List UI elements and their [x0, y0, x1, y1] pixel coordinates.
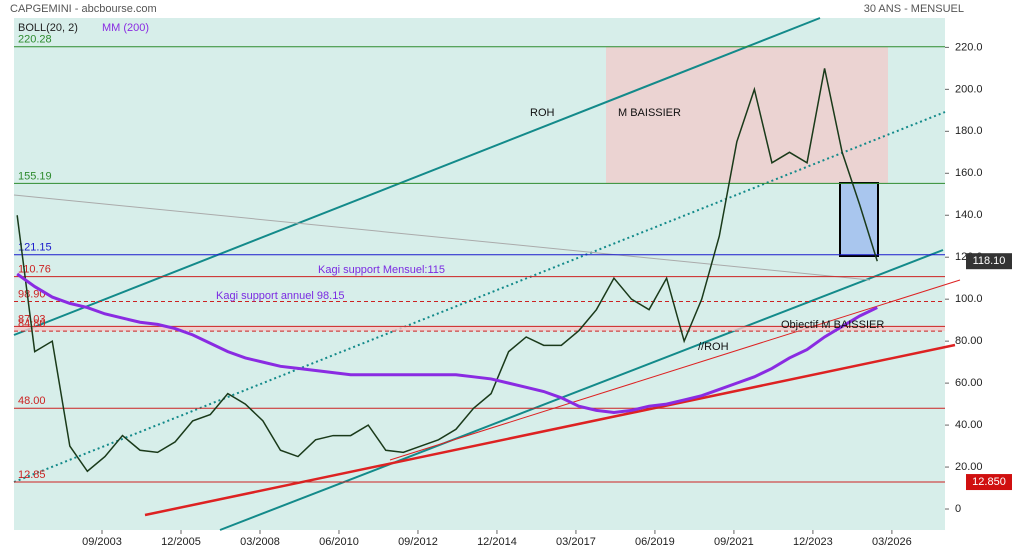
annotation: Kagi support annuel 98.15 [216, 290, 344, 302]
y-tick-label: 0 [955, 503, 961, 515]
annotation: Kagi support Mensuel:115 [318, 264, 445, 276]
price-box [966, 253, 1012, 270]
annotation: Objectif M BAISSIER [781, 319, 884, 331]
price-box [966, 474, 1012, 491]
channel-bottom [219, 249, 944, 531]
x-tick-label: 09/2021 [714, 536, 754, 548]
y-tick-label: 200.0 [955, 83, 983, 95]
price-box-label: 118.10 [973, 255, 1006, 267]
x-tick-label: 06/2019 [635, 536, 675, 548]
x-tick-label: 03/2017 [556, 536, 596, 548]
y-tick-label: 20.00 [955, 461, 983, 473]
trend-grey [13, 194, 871, 281]
x-tick-label: 09/2003 [82, 536, 122, 548]
y-tick-label: 220.0 [955, 41, 983, 53]
y-tick-label: 160.0 [955, 167, 983, 179]
channel-top [13, 17, 821, 336]
level-label: 121.15 [18, 242, 52, 254]
y-tick-label: 60.00 [955, 377, 983, 389]
price-box-label: 12.850 [972, 476, 1006, 488]
annotation: ROH [530, 107, 555, 119]
y-tick-label: 40.00 [955, 419, 983, 431]
level-label: 48.00 [18, 395, 46, 407]
x-tick-label: 06/2010 [319, 536, 359, 548]
level-label: 155.19 [18, 170, 52, 182]
level-label: 98.90 [18, 288, 46, 300]
y-tick-label: 140.0 [955, 209, 983, 221]
x-tick-label: 03/2008 [240, 536, 280, 548]
x-tick-label: 12/2014 [477, 536, 517, 548]
annotation: //ROH [698, 341, 729, 353]
price-line [16, 68, 878, 473]
indicator: BOLL(20, 2) [18, 22, 78, 34]
level-label: 12.85 [18, 469, 46, 481]
x-tick-label: 12/2005 [161, 536, 201, 548]
annotation: M BAISSIER [618, 107, 681, 119]
moving-average [16, 272, 878, 415]
y-tick-label: 80.00 [955, 335, 983, 347]
level-label: 110.76 [18, 264, 51, 276]
level-band [14, 326, 945, 332]
level-label: 220.28 [18, 34, 52, 46]
pattern-zone [606, 47, 888, 183]
title: CAPGEMINI - abcbourse.com [10, 3, 157, 15]
x-tick-label: 03/2026 [872, 536, 912, 548]
trend-thin [389, 279, 961, 461]
level-label: 87.03 [18, 313, 46, 325]
trend-thick [144, 343, 956, 517]
y-tick-label: 100.0 [955, 293, 983, 305]
channel-mid [13, 111, 946, 483]
subtitle: 30 ANS - MENSUEL [864, 3, 964, 15]
x-tick-label: 12/2023 [793, 536, 833, 548]
y-tick-label: 180.0 [955, 125, 983, 137]
x-tick-label: 09/2012 [398, 536, 438, 548]
legend-entry: MM (200) [102, 22, 149, 34]
